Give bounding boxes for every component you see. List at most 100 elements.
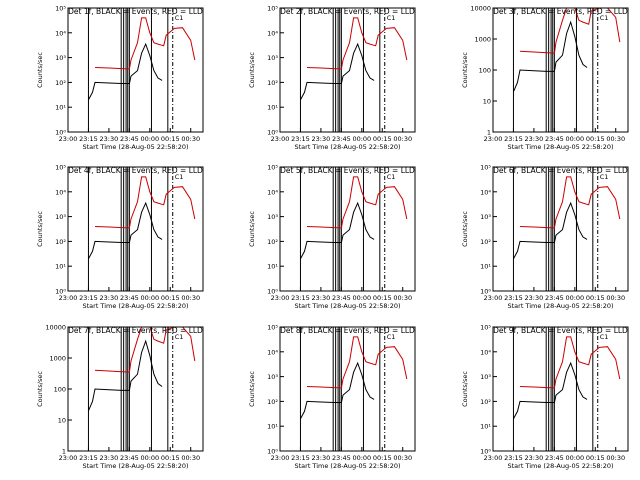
y-tick-label: 10⁵	[55, 164, 66, 172]
y-tick-label: 10²	[480, 238, 491, 246]
x-tick-label: 00:15	[373, 135, 392, 143]
x-tick-label: 23:30	[312, 454, 331, 462]
c1-marker-label: C1	[600, 14, 609, 22]
events-series-line	[513, 20, 588, 92]
c1-marker-label: C1	[175, 14, 184, 22]
lld-series-line	[519, 336, 621, 389]
x-tick-label: 23:00	[59, 135, 78, 143]
y-axis-label: Counts/sec	[248, 52, 256, 88]
lld-series-line	[519, 176, 621, 229]
y-tick-label: 10¹	[480, 263, 491, 271]
events-series-line	[300, 361, 375, 419]
events-series-line	[88, 42, 163, 100]
y-tick-label: 10⁴	[55, 29, 66, 37]
x-tick-label: 23:30	[312, 294, 331, 302]
c1-marker-label: C1	[175, 333, 184, 341]
y-tick-label: 1	[62, 448, 66, 456]
y-tick-label: 10³	[267, 373, 278, 381]
y-tick-label: 1000	[474, 36, 491, 44]
y-tick-label: 10¹	[480, 423, 491, 431]
x-tick-label: 00:00	[565, 454, 584, 462]
y-axis-label: Counts/sec	[461, 371, 469, 407]
y-tick-label: 10⁵	[55, 5, 66, 13]
y-tick-label: 10⁰	[480, 288, 491, 296]
y-tick-label: 10¹	[267, 423, 278, 431]
x-tick-label: 23:45	[545, 294, 564, 302]
x-tick-label: 00:30	[393, 454, 412, 462]
x-tick-label: 00:15	[161, 454, 180, 462]
plot-frame	[492, 166, 629, 292]
panel-title: Det 3f, BLACK = Events, RED = LLD	[493, 7, 628, 16]
y-tick-label: 10	[58, 417, 66, 425]
events-series-line	[88, 339, 163, 411]
x-tick-label: 23:00	[59, 454, 78, 462]
panel-title: Det 7f, BLACK = Events, RED = LLD	[68, 326, 203, 335]
x-tick-label: 23:45	[545, 454, 564, 462]
x-tick-label: 00:00	[140, 454, 159, 462]
y-tick-label: 1000	[49, 355, 66, 363]
x-tick-label: 23:15	[291, 135, 310, 143]
y-tick-label: 1	[487, 129, 491, 137]
x-axis-label: Start Time (28-Aug-05 22:58:20)	[507, 302, 613, 310]
events-series-line	[300, 201, 375, 259]
x-tick-label: 00:30	[393, 135, 412, 143]
x-tick-label: 23:00	[484, 454, 503, 462]
x-tick-label: 23:30	[525, 454, 544, 462]
y-tick-label: 10⁵	[480, 164, 491, 172]
plot-frame	[492, 326, 629, 452]
y-tick-label: 10⁰	[55, 129, 66, 137]
y-tick-label: 10⁵	[480, 324, 491, 332]
x-tick-label: 23:15	[504, 294, 523, 302]
y-axis-label: Counts/sec	[248, 211, 256, 247]
y-tick-label: 10⁴	[55, 188, 66, 196]
x-axis-label: Start Time (28-Aug-05 22:58:20)	[294, 462, 400, 470]
x-axis-label: Start Time (28-Aug-05 22:58:20)	[82, 143, 188, 151]
x-tick-label: 23:15	[79, 294, 98, 302]
x-tick-label: 23:15	[504, 454, 523, 462]
x-axis-label: Start Time (28-Aug-05 22:58:20)	[294, 143, 400, 151]
x-tick-label: 00:00	[140, 294, 159, 302]
lld-series-line	[94, 176, 196, 229]
panel-title: Det 6f, BLACK = Events, RED = LLD	[493, 166, 628, 175]
y-tick-label: 10²	[55, 238, 66, 246]
x-tick-label: 23:45	[120, 294, 139, 302]
y-tick-label: 10⁰	[480, 448, 491, 456]
x-axis-label: Start Time (28-Aug-05 22:58:20)	[507, 462, 613, 470]
plot-frame	[279, 166, 416, 292]
plot-frame	[67, 166, 204, 292]
x-tick-label: 00:15	[586, 454, 605, 462]
x-tick-label: 23:30	[100, 454, 119, 462]
x-tick-label: 23:30	[525, 294, 544, 302]
panel-title: Det 5f, BLACK = Events, RED = LLD	[280, 166, 415, 175]
x-tick-label: 00:15	[373, 454, 392, 462]
x-tick-label: 23:45	[332, 454, 351, 462]
y-tick-label: 10³	[55, 54, 66, 62]
events-series-line	[513, 201, 588, 259]
y-tick-label: 10⁰	[267, 288, 278, 296]
y-tick-label: 10³	[480, 213, 491, 221]
x-tick-label: 00:30	[181, 294, 200, 302]
y-axis-label: Counts/sec	[36, 211, 44, 247]
x-axis-label: Start Time (28-Aug-05 22:58:20)	[507, 143, 613, 151]
y-tick-label: 10⁴	[480, 188, 491, 196]
x-tick-label: 23:00	[271, 135, 290, 143]
x-tick-label: 23:15	[79, 454, 98, 462]
c1-marker-label: C1	[387, 333, 396, 341]
y-tick-label: 10¹	[55, 104, 66, 112]
y-tick-label: 10³	[267, 54, 278, 62]
x-tick-label: 00:00	[565, 135, 584, 143]
y-axis-label: Counts/sec	[36, 52, 44, 88]
x-tick-label: 00:30	[606, 294, 625, 302]
y-tick-label: 10000	[45, 324, 66, 332]
lld-series-line	[306, 336, 408, 389]
x-tick-label: 23:00	[484, 294, 503, 302]
x-tick-label: 23:15	[504, 135, 523, 143]
y-tick-label: 10⁰	[55, 288, 66, 296]
y-tick-label: 10⁰	[267, 129, 278, 137]
y-tick-label: 10⁰	[267, 448, 278, 456]
